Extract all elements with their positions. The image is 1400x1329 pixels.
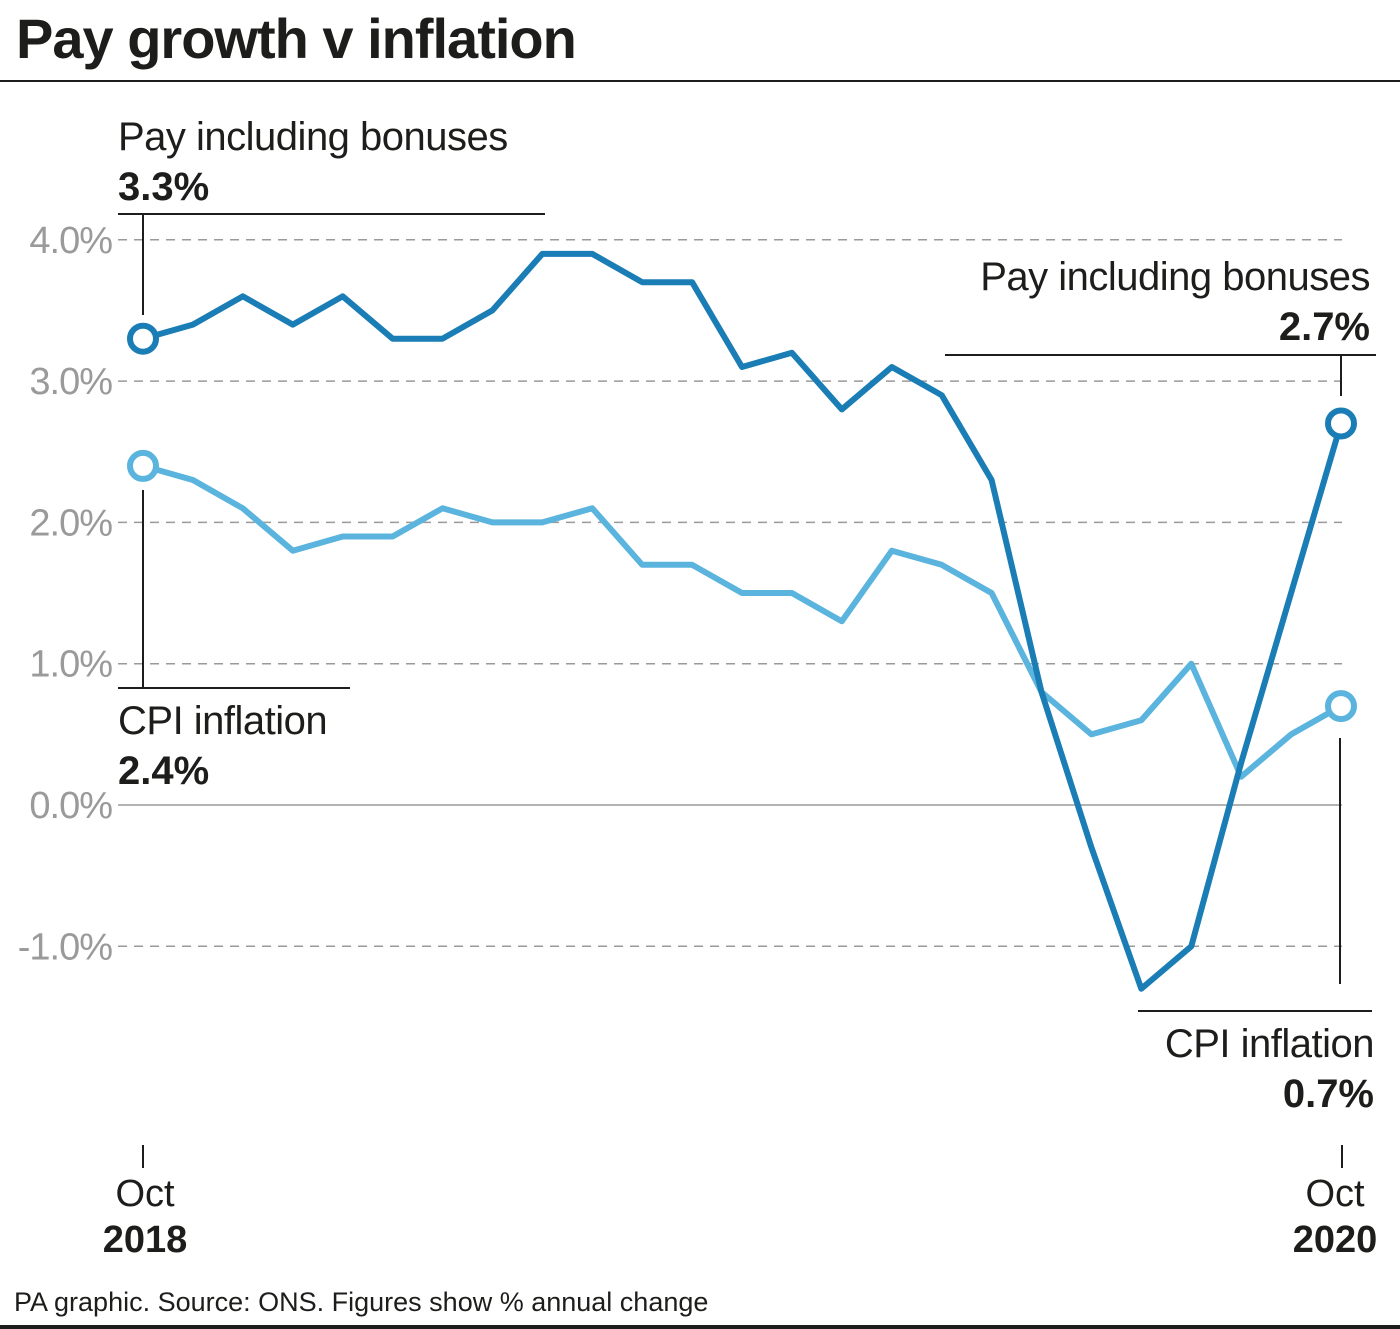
- cpi-end-marker: [1325, 690, 1357, 723]
- cpi-end-name: CPI inflation: [1165, 1022, 1374, 1066]
- source-footer: PA graphic. Source: ONS. Figures show % …: [14, 1287, 709, 1317]
- x-label-end-month: Oct: [1305, 1173, 1365, 1215]
- y-tick-label: 4.0%: [29, 220, 112, 262]
- cpi-series-line: [140, 462, 1344, 780]
- pay-end-value: 2.7%: [1279, 305, 1370, 349]
- series-lines: [140, 250, 1344, 992]
- y-tick-label: 3.0%: [29, 361, 112, 403]
- endpoint-markers: [127, 322, 1357, 723]
- cpi-start-name: CPI inflation: [118, 699, 327, 743]
- chart-title: Pay growth v inflation: [16, 7, 577, 70]
- y-tick-label: 2.0%: [29, 502, 112, 544]
- y-tick-label: 1.0%: [29, 644, 112, 686]
- gridlines: [118, 239, 1342, 948]
- pay-start-name: Pay including bonuses: [118, 115, 508, 159]
- cpi-start-value: 2.4%: [118, 749, 209, 793]
- pay-end-name: Pay including bonuses: [980, 255, 1370, 299]
- annotation-leaders: [118, 213, 1376, 1168]
- pay-start-marker: [127, 322, 159, 355]
- cpi-end-value: 0.7%: [1283, 1072, 1374, 1116]
- title-divider: [0, 80, 1400, 82]
- x-label-start-year: 2018: [103, 1219, 188, 1261]
- pay-start-value: 3.3%: [118, 165, 209, 209]
- x-label-start-month: Oct: [115, 1173, 175, 1215]
- pay-end-marker: [1325, 407, 1357, 440]
- y-tick-label: -1.0%: [18, 926, 112, 968]
- pay-series-line: [140, 250, 1344, 992]
- y-axis-tick-labels: 4.0% 3.0% 2.0% 1.0% 0.0% -1.0%: [18, 220, 113, 968]
- x-label-end-year: 2020: [1293, 1219, 1378, 1261]
- bottom-divider: [0, 1325, 1400, 1329]
- cpi-start-marker: [127, 449, 159, 482]
- y-tick-label: 0.0%: [29, 785, 112, 827]
